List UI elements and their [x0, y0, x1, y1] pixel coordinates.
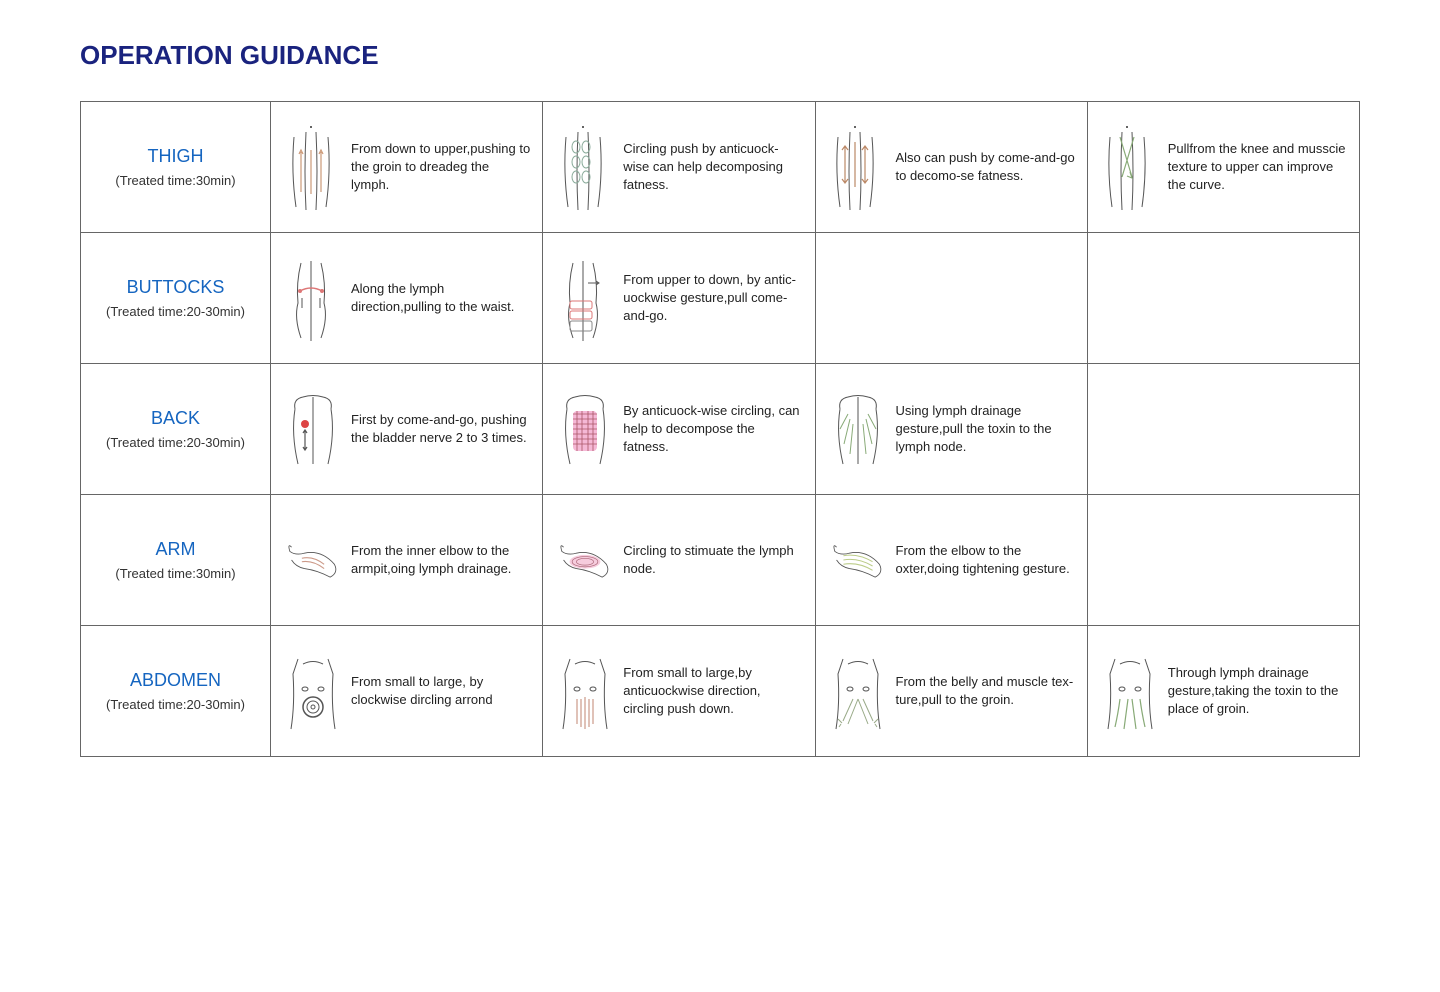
arm-icon-1	[283, 515, 343, 605]
body-part-label: ARM	[156, 539, 196, 560]
body-part-cell: ARM (Treated time:30min)	[81, 495, 271, 625]
body-part-cell: THIGH (Treated time:30min)	[81, 102, 271, 232]
step-text: From small to large,by anticuockwise dir…	[623, 664, 802, 719]
step-text: From upper to down, by antic-uockwise ge…	[623, 271, 802, 326]
step-cell: Pullfrom the knee and musscie texture to…	[1088, 102, 1359, 232]
step-text: Circling to stimuate the lymph node.	[623, 542, 802, 578]
empty-cell	[816, 233, 1088, 363]
abdomen-icon-1	[283, 646, 343, 736]
abdomen-icon-3	[828, 646, 888, 736]
treated-time: (Treated time:30min)	[115, 173, 235, 188]
back-icon-3	[828, 384, 888, 474]
treated-time: (Treated time:20-30min)	[106, 435, 245, 450]
table-row: BACK (Treated time:20-30min) First by co…	[81, 364, 1359, 495]
step-cell: Using lymph drainage gesture,pull the to…	[816, 364, 1088, 494]
step-text: From small to large, by clockwise dircli…	[351, 673, 530, 709]
step-cell: From down to upper,pushing to the groin …	[271, 102, 543, 232]
step-text: Through lymph drainage gesture,taking th…	[1168, 664, 1347, 719]
thigh-icon-3	[828, 122, 888, 212]
body-part-label: ABDOMEN	[130, 670, 221, 691]
body-part-label: BACK	[151, 408, 200, 429]
empty-cell	[1088, 233, 1359, 363]
page-title: OPERATION GUIDANCE	[80, 40, 1360, 71]
thigh-icon-4	[1100, 122, 1160, 212]
step-cell: From small to large,by anticuockwise dir…	[543, 626, 815, 756]
step-cell: From the belly and muscle tex-ture,pull …	[816, 626, 1088, 756]
step-cell: By anticuock-wise circling, can help to …	[543, 364, 815, 494]
table-row: ARM (Treated time:30min) From the inner …	[81, 495, 1359, 626]
step-text: By anticuock-wise circling, can help to …	[623, 402, 802, 457]
step-text: From the belly and muscle tex-ture,pull …	[896, 673, 1075, 709]
abdomen-icon-4	[1100, 646, 1160, 736]
back-icon-2	[555, 384, 615, 474]
step-text: Along the lymph direction,pulling to the…	[351, 280, 530, 316]
step-cell: Along the lymph direction,pulling to the…	[271, 233, 543, 363]
arm-icon-3	[828, 515, 888, 605]
buttocks-icon-2	[555, 253, 615, 343]
body-part-cell: BACK (Treated time:20-30min)	[81, 364, 271, 494]
step-cell: First by come-and-go, pushing the bladde…	[271, 364, 543, 494]
step-cell: From upper to down, by antic-uockwise ge…	[543, 233, 815, 363]
guidance-table: THIGH (Treated time:30min) From down to …	[80, 101, 1360, 757]
step-text: From the elbow to the oxter,doing tighte…	[896, 542, 1075, 578]
step-cell: Also can push by come-and-go to decomo-s…	[816, 102, 1088, 232]
step-cell: Circling push by anticuock-wise can help…	[543, 102, 815, 232]
arm-icon-2	[555, 515, 615, 605]
body-part-label: BUTTOCKS	[127, 277, 225, 298]
step-text: Using lymph drainage gesture,pull the to…	[896, 402, 1075, 457]
body-part-cell: ABDOMEN (Treated time:20-30min)	[81, 626, 271, 756]
step-text: From down to upper,pushing to the groin …	[351, 140, 530, 195]
treated-time: (Treated time:20-30min)	[106, 304, 245, 319]
step-text: Pullfrom the knee and musscie texture to…	[1168, 140, 1347, 195]
step-cell: Through lymph drainage gesture,taking th…	[1088, 626, 1359, 756]
abdomen-icon-2	[555, 646, 615, 736]
treated-time: (Treated time:30min)	[115, 566, 235, 581]
step-cell: From small to large, by clockwise dircli…	[271, 626, 543, 756]
thigh-icon-2	[555, 122, 615, 212]
table-row: BUTTOCKS (Treated time:20-30min) Along t…	[81, 233, 1359, 364]
table-row: ABDOMEN (Treated time:20-30min) From sma…	[81, 626, 1359, 756]
body-part-cell: BUTTOCKS (Treated time:20-30min)	[81, 233, 271, 363]
step-text: Circling push by anticuock-wise can help…	[623, 140, 802, 195]
body-part-label: THIGH	[148, 146, 204, 167]
empty-cell	[1088, 364, 1359, 494]
table-row: THIGH (Treated time:30min) From down to …	[81, 102, 1359, 233]
step-cell: From the elbow to the oxter,doing tighte…	[816, 495, 1088, 625]
step-cell: From the inner elbow to the armpit,oing …	[271, 495, 543, 625]
step-text: From the inner elbow to the armpit,oing …	[351, 542, 530, 578]
thigh-icon-1	[283, 122, 343, 212]
step-cell: Circling to stimuate the lymph node.	[543, 495, 815, 625]
step-text: Also can push by come-and-go to decomo-s…	[896, 149, 1075, 185]
buttocks-icon-1	[283, 253, 343, 343]
treated-time: (Treated time:20-30min)	[106, 697, 245, 712]
empty-cell	[1088, 495, 1359, 625]
back-icon-1	[283, 384, 343, 474]
step-text: First by come-and-go, pushing the bladde…	[351, 411, 530, 447]
